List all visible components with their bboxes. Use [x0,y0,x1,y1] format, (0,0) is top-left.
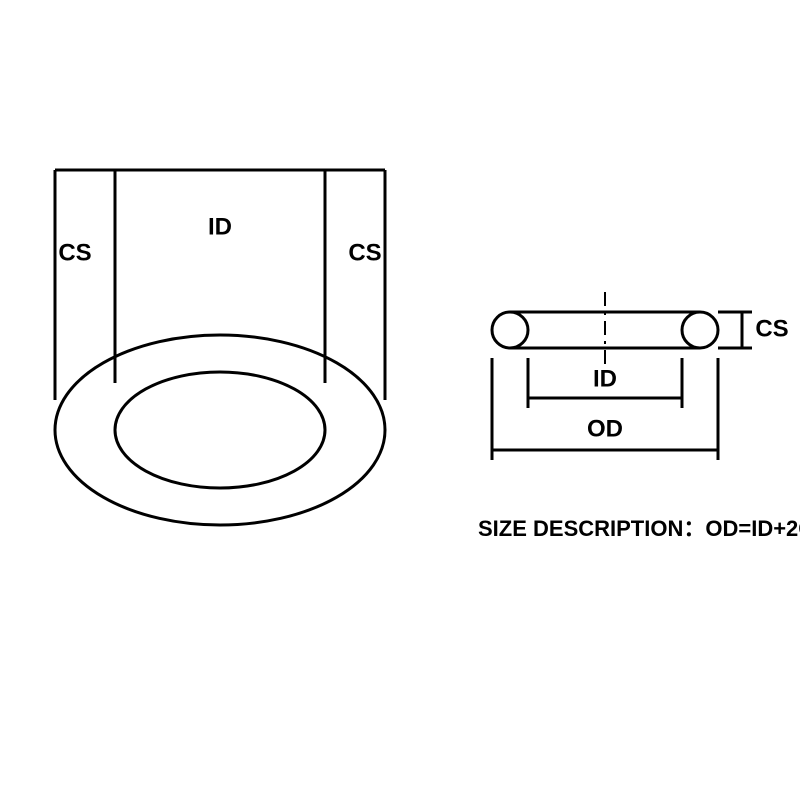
label-cs-right: CS [348,239,381,266]
xsec-right-circle [682,312,718,348]
label-id-xsec: ID [593,365,617,392]
label-id-persp: ID [208,213,232,240]
oring-inner-ellipse [115,372,325,488]
label-cs-xsec: CS [755,315,788,342]
size-description-formula: SIZE DESCRIPTION：OD=ID+2CS [478,516,800,541]
label-od-xsec: OD [587,415,623,442]
xsec-left-circle [492,312,528,348]
oring-outer-ellipse [55,335,385,525]
label-cs-left: CS [58,239,91,266]
